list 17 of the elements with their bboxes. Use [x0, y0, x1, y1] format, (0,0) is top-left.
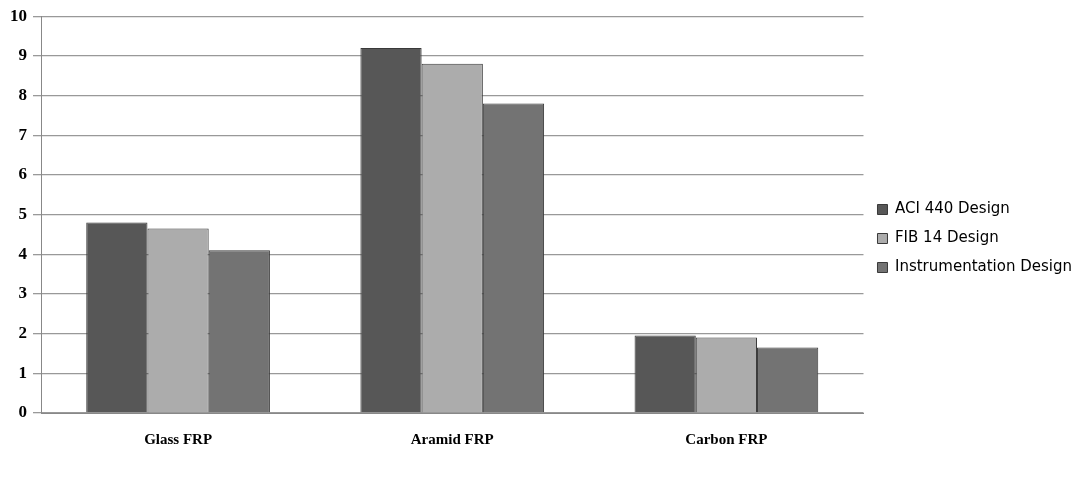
y-tick-label: 6 [18, 164, 27, 184]
x-tick-label: Glass FRP [144, 430, 213, 447]
legend-label: FIB 14 Design [894, 228, 999, 247]
x-tick-label: Aramid FRP [410, 430, 494, 447]
y-tick-label: 0 [18, 402, 27, 422]
y-tick-label: 4 [18, 243, 28, 263]
y-tick-label: 10 [10, 5, 27, 25]
y-tick-label: 1 [18, 362, 27, 382]
x-tick-label: Carbon FRP [685, 430, 768, 447]
legend-label: Instrumentation Design [894, 257, 1072, 276]
y-tick-label: 9 [18, 45, 27, 65]
y-tick-label: 5 [18, 203, 27, 223]
y-tick-label: 8 [18, 84, 27, 104]
y-tick-label: 3 [18, 283, 27, 303]
legend-label: ACI 440 Design [894, 199, 1010, 218]
y-tick-label: 2 [18, 323, 27, 343]
y-tick-label: 7 [18, 124, 28, 144]
